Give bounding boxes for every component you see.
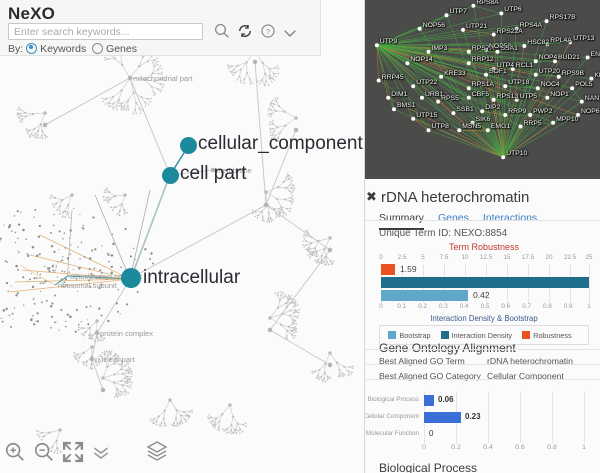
svg-text:?: ? — [266, 27, 270, 36]
